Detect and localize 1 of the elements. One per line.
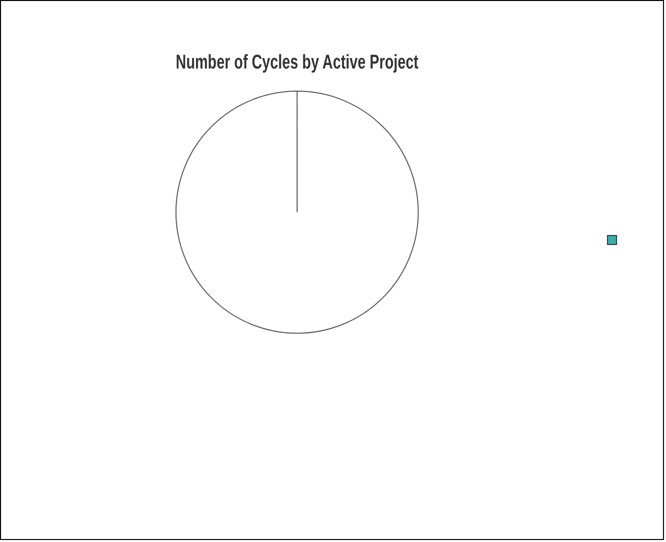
chart-title: Number of Cycles by Active Project bbox=[176, 50, 419, 73]
